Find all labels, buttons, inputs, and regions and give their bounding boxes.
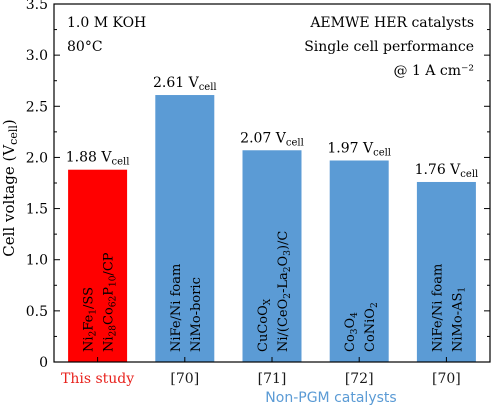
- plot-frame: [53, 3, 491, 363]
- x-categories-layer: This study [70] [71] [72] [70]: [61, 357, 461, 387]
- x-category-label: [70]: [170, 371, 199, 387]
- y-ticks-layer: 0 0.5 1.0 1.5 2.0 2.5 3.0 3.5: [26, 0, 490, 371]
- bar-group: 2.07 Vcell CuCoOX Ni/(CeO2-La2O3)/C: [240, 130, 304, 362]
- bar-value-label: 1.88 Vcell: [66, 150, 130, 168]
- bar-group: 1.76 Vcell NiFe/Ni foam NiMo-AS1: [415, 162, 479, 362]
- bar-group: 1.97 Vcell Co3O4 CoNiO2: [327, 140, 391, 362]
- conditions-text: 1.0 M KOH 80°C: [67, 15, 146, 55]
- y-tick-label: 1.5: [26, 202, 48, 218]
- bar-value-label: 1.76 Vcell: [415, 162, 479, 180]
- bar-inner-label: NiMo-AS1: [450, 287, 467, 352]
- header-text: AEMWE HER catalysts Single cell performa…: [304, 15, 474, 79]
- bar: [329, 160, 389, 362]
- y-tick-label: 3.5: [26, 0, 48, 13]
- x-category-label: [71]: [258, 371, 287, 387]
- bar-inner-label: CoNiO2: [363, 302, 380, 352]
- bar-inner-label: Ni/(CeO2-La2O3)/C: [276, 231, 293, 352]
- bar-inner-label: NiMo-boric: [189, 277, 204, 352]
- bar-value-label: 2.61 Vcell: [153, 75, 217, 93]
- condition-line: 1.0 M KOH: [67, 15, 146, 31]
- y-tick-label: 0: [39, 355, 48, 371]
- bar-value-label: 2.07 Vcell: [240, 130, 304, 148]
- y-tick-label: 0.5: [26, 304, 48, 320]
- header-line: AEMWE HER catalysts: [309, 15, 474, 31]
- y-tick-label: 2.0: [26, 150, 48, 166]
- group-label: Non-PGM catalysts: [265, 390, 396, 406]
- y-axis-label: Cell voltage (Vcell): [0, 119, 20, 257]
- bar-inner-label: CuCoOX: [256, 298, 273, 352]
- y-tick-label: 2.5: [26, 99, 48, 115]
- y-tick-label: 1.0: [26, 253, 48, 269]
- bar: [416, 181, 476, 362]
- bar-inner-label: NiFe/Ni foam: [430, 264, 445, 352]
- header-line: @ 1 A cm⁻²: [394, 63, 475, 79]
- bar-inner-label: Co3O4: [343, 312, 360, 352]
- bar-value-label: 1.97 Vcell: [327, 140, 391, 158]
- x-category-label: [70]: [432, 371, 461, 387]
- x-category-label: This study: [61, 371, 134, 387]
- condition-line: 80°C: [67, 39, 103, 55]
- bar-inner-label: Ni2Fe1/SS: [82, 287, 99, 352]
- y-tick-label: 3.0: [26, 48, 48, 64]
- header-line: Single cell performance: [304, 39, 474, 55]
- bar: [68, 169, 128, 362]
- x-category-label: [72]: [345, 371, 374, 387]
- bar-inner-label: Ni28Co62P10/CP: [102, 252, 119, 352]
- bar: [155, 95, 215, 362]
- bar-group: 2.61 Vcell NiFe/Ni foam NiMo-boric: [153, 75, 217, 362]
- bar-inner-label: NiFe/Ni foam: [169, 264, 184, 352]
- bar: [242, 150, 302, 362]
